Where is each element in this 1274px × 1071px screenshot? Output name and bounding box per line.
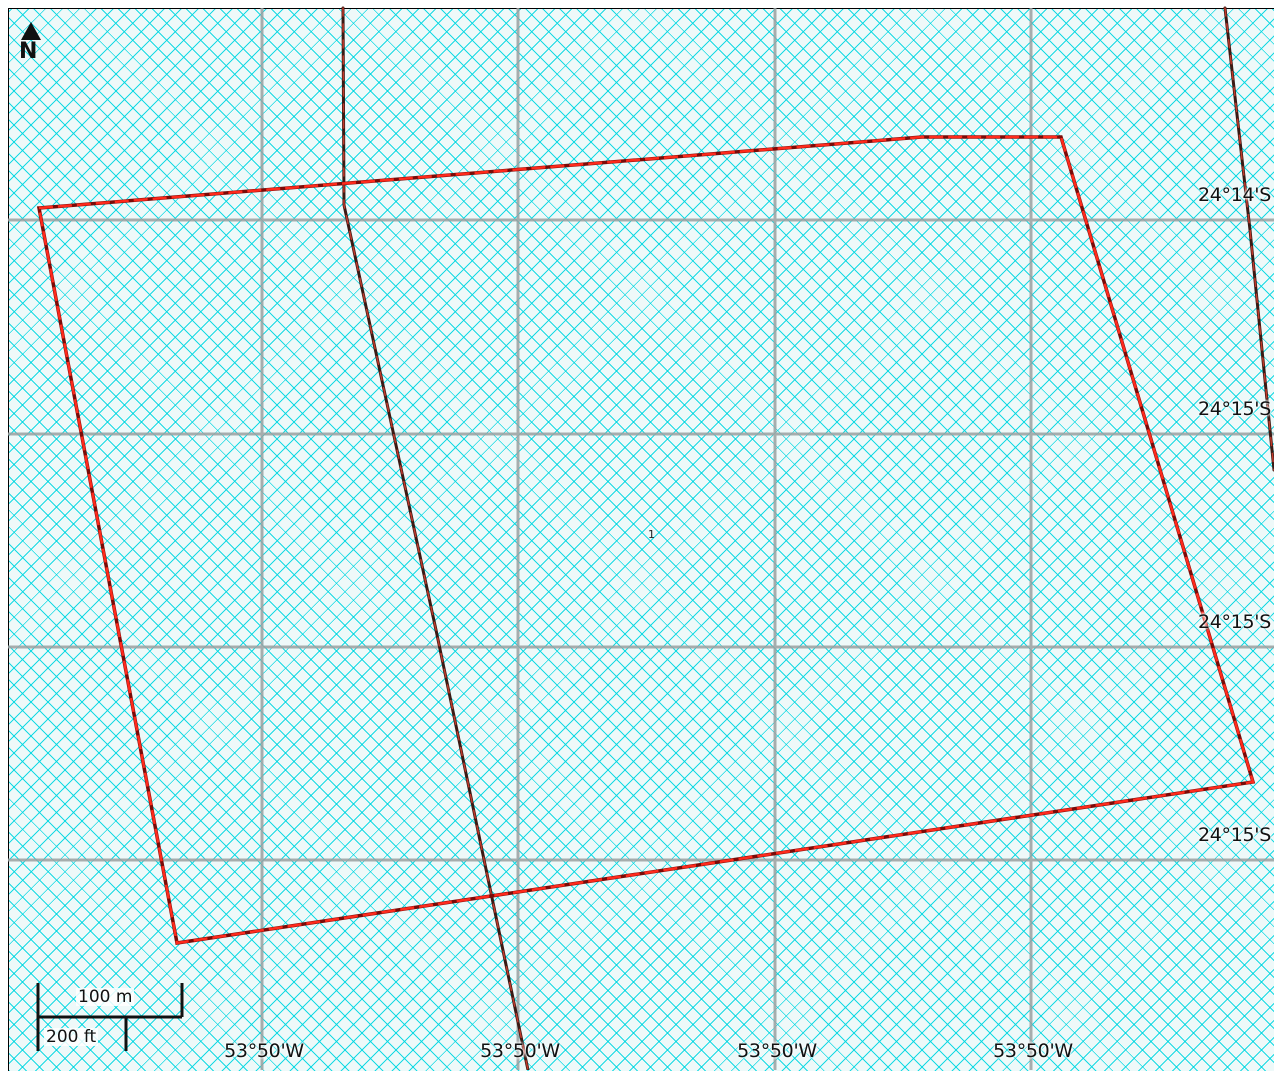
north-arrow-icon: N bbox=[16, 22, 50, 74]
road-line bbox=[1224, 7, 1274, 471]
scale-bar-imperial-label: 200 ft bbox=[44, 1027, 99, 1047]
graticule bbox=[8, 8, 1274, 1070]
roads bbox=[341, 6, 1274, 1070]
parcel-number-label: 1 bbox=[648, 528, 655, 541]
latitude-label: 24°15'S bbox=[1197, 824, 1271, 846]
longitude-label: 53°50'W bbox=[224, 1040, 304, 1062]
north-arrow-label: N bbox=[19, 39, 38, 64]
longitude-label: 53°50'W bbox=[480, 1040, 560, 1062]
parcel-polygon-dashes bbox=[37, 135, 1255, 945]
parcel-polygon bbox=[36, 135, 1256, 945]
road-line bbox=[341, 6, 530, 1070]
road-line bbox=[342, 7, 529, 1070]
latitude-label: 24°15'S bbox=[1197, 611, 1271, 633]
latitude-label: 24°14'S bbox=[1197, 184, 1271, 206]
north-arrow-triangle bbox=[21, 22, 41, 40]
parcel-boundary bbox=[36, 135, 1256, 945]
latitude-label: 24°15'S bbox=[1197, 398, 1271, 420]
scale-bar-metric-label: 100 m bbox=[76, 987, 135, 1007]
water-hatch-pattern bbox=[9, 9, 1274, 1071]
longitude-label: 53°50'W bbox=[737, 1040, 817, 1062]
map-canvas[interactable] bbox=[8, 8, 1274, 1071]
longitude-label: 53°50'W bbox=[993, 1040, 1073, 1062]
scale-bar bbox=[36, 983, 184, 1051]
